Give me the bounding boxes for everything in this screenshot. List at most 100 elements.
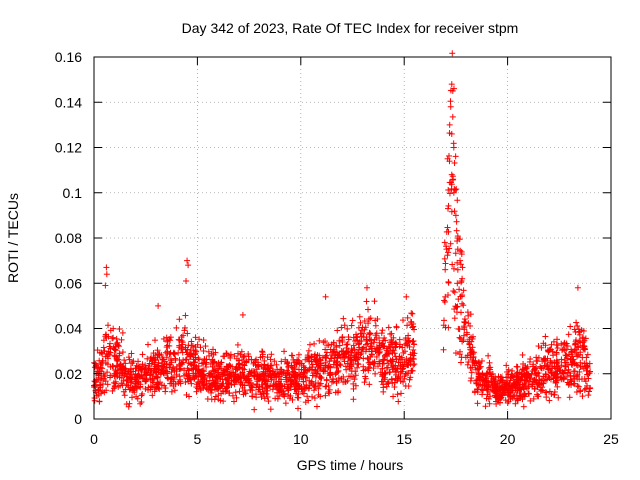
data-point <box>466 340 473 347</box>
data-point <box>159 356 166 363</box>
data-point <box>336 337 343 344</box>
data-point <box>155 380 162 387</box>
data-point <box>168 388 175 395</box>
data-point <box>379 378 386 385</box>
grid-lines <box>94 57 611 419</box>
data-point <box>392 375 399 382</box>
data-point <box>531 376 538 383</box>
data-point <box>239 381 246 388</box>
data-point <box>255 359 262 366</box>
data-point <box>405 370 412 377</box>
data-point <box>128 360 135 367</box>
data-point <box>302 356 309 363</box>
data-point <box>350 385 357 392</box>
data-point <box>238 348 245 355</box>
data-point <box>312 351 319 358</box>
data-point <box>247 380 254 387</box>
data-point <box>519 351 526 358</box>
chart-title: Day 342 of 2023, Rate Of TEC Index for r… <box>182 20 519 36</box>
data-point <box>558 374 565 381</box>
data-point <box>544 363 551 370</box>
data-point <box>227 363 234 370</box>
data-point <box>408 321 415 328</box>
data-point <box>187 347 194 354</box>
x-axis-label: GPS time / hours <box>297 457 404 473</box>
data-point <box>508 374 515 381</box>
data-point <box>446 190 453 197</box>
data-point <box>459 275 466 282</box>
data-point <box>573 319 580 326</box>
data-point <box>524 363 531 370</box>
data-point <box>195 367 202 374</box>
data-point <box>131 389 138 396</box>
data-point <box>580 339 587 346</box>
data-point <box>183 391 190 398</box>
data-point <box>577 388 584 395</box>
data-point <box>398 390 405 397</box>
data-point <box>451 160 458 167</box>
data-point <box>147 356 154 363</box>
data-point <box>173 324 180 331</box>
x-tick-label: 15 <box>396 431 412 447</box>
data-point <box>209 356 216 363</box>
data-point <box>452 350 459 357</box>
data-point <box>384 378 391 385</box>
data-point <box>162 388 169 395</box>
data-point <box>548 369 555 376</box>
data-point <box>534 384 541 391</box>
data-point <box>240 354 247 361</box>
data-point <box>326 390 333 397</box>
data-point <box>183 277 190 284</box>
data-point <box>313 370 320 377</box>
y-tick-label: 0.1 <box>63 185 83 201</box>
data-point <box>99 388 106 395</box>
data-point <box>372 332 379 339</box>
data-point <box>550 372 557 379</box>
data-point <box>549 348 556 355</box>
data-point <box>410 346 417 353</box>
data-point <box>183 356 190 363</box>
data-point <box>464 331 471 338</box>
data-point <box>188 342 195 349</box>
data-point <box>339 337 346 344</box>
data-point <box>289 364 296 371</box>
data-point <box>334 327 341 334</box>
data-point <box>468 369 475 376</box>
data-point <box>182 379 189 386</box>
data-point <box>121 392 128 399</box>
data-point <box>513 363 520 370</box>
x-tick-label: 20 <box>500 431 516 447</box>
data-point <box>399 344 406 351</box>
data-point <box>474 386 481 393</box>
data-point <box>146 360 153 367</box>
data-point <box>450 265 457 272</box>
data-point <box>500 385 507 392</box>
data-point <box>376 342 383 349</box>
data-point <box>281 393 288 400</box>
data-point <box>483 375 490 382</box>
data-point <box>293 390 300 397</box>
data-point <box>156 386 163 393</box>
data-point <box>366 381 373 388</box>
data-point <box>372 322 379 329</box>
data-point <box>483 395 490 402</box>
data-point <box>493 393 500 400</box>
data-point <box>296 376 303 383</box>
data-point <box>175 379 182 386</box>
data-point <box>305 347 312 354</box>
data-point <box>113 362 120 369</box>
data-point <box>358 333 365 340</box>
data-point <box>267 382 274 389</box>
data-point <box>142 385 149 392</box>
data-point <box>295 351 302 358</box>
data-point <box>167 337 174 344</box>
data-point <box>386 344 393 351</box>
data-point <box>300 390 307 397</box>
data-point <box>367 330 374 337</box>
data-point <box>444 155 451 162</box>
data-point <box>558 340 565 347</box>
data-point <box>564 355 571 362</box>
data-point <box>202 343 209 350</box>
data-point <box>235 374 242 381</box>
data-point <box>475 359 482 366</box>
